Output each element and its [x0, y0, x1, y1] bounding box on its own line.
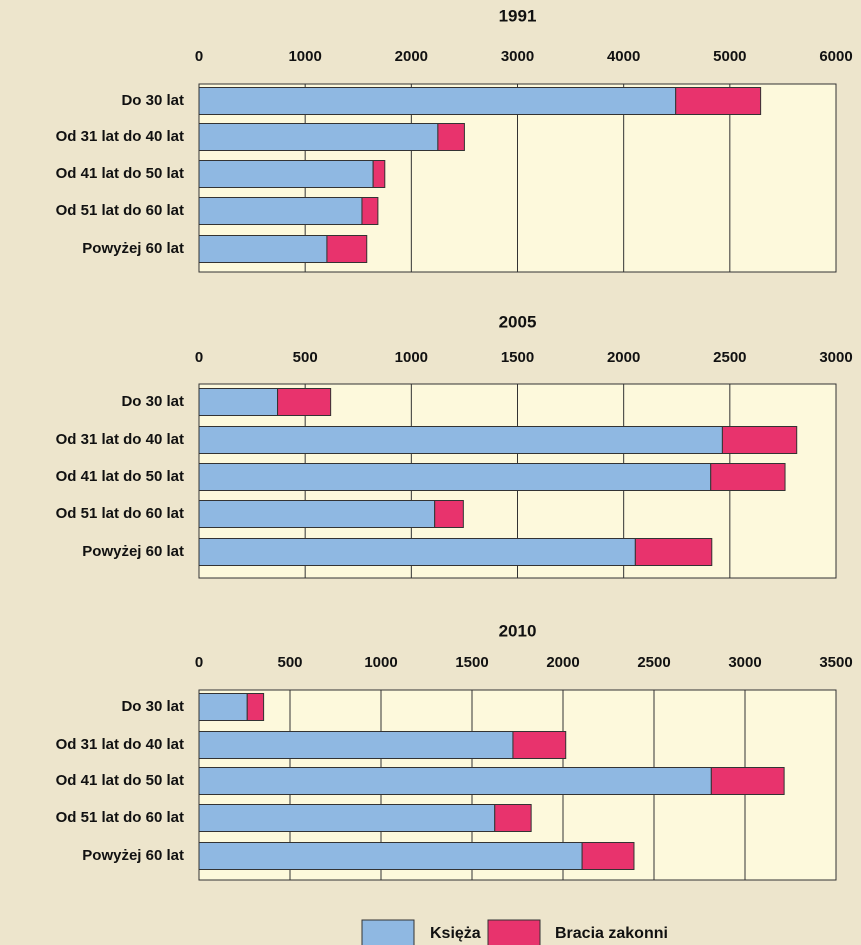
bar: [198, 731, 514, 759]
chart-title: 2005: [499, 312, 537, 331]
x-tick-label: 2000: [395, 48, 428, 65]
bar: [434, 500, 464, 528]
x-tick-label: 5000: [713, 48, 746, 65]
x-tick-label: 3000: [501, 48, 534, 65]
bar: [198, 538, 636, 566]
chart-title: 2010: [499, 621, 537, 640]
x-tick-label: 1500: [455, 654, 488, 671]
bar: [198, 767, 712, 795]
chart-title: 1991: [499, 6, 537, 25]
x-tick-label: 2000: [607, 349, 640, 366]
x-tick-label: 0: [195, 48, 203, 65]
bar: [721, 426, 798, 454]
y-tick-label: Od 31 lat do 40 lat: [56, 128, 184, 145]
bar: [277, 388, 332, 416]
bar: [198, 426, 723, 454]
x-tick-label: 2500: [637, 654, 670, 671]
bar: [634, 538, 713, 566]
x-tick-label: 1000: [364, 654, 397, 671]
y-tick-label: Powyżej 60 lat: [82, 240, 184, 257]
bar: [361, 197, 379, 225]
x-tick-label: 0: [195, 654, 203, 671]
bar: [494, 804, 532, 832]
x-tick-label: 3000: [728, 654, 761, 671]
x-tick-label: 4000: [607, 48, 640, 65]
y-tick-label: Od 41 lat do 50 lat: [56, 165, 184, 182]
bar: [710, 767, 785, 795]
bar: [437, 123, 465, 151]
bar: [512, 731, 567, 759]
x-tick-label: 1000: [288, 48, 321, 65]
legend-swatch: [361, 919, 415, 945]
x-tick-label: 3500: [819, 654, 852, 671]
y-tick-label: Od 51 lat do 60 lat: [56, 505, 184, 522]
y-tick-label: Od 51 lat do 60 lat: [56, 202, 184, 219]
y-tick-label: Od 31 lat do 40 lat: [56, 431, 184, 448]
legend-swatch: [487, 919, 541, 945]
x-tick-label: 3000: [819, 349, 852, 366]
y-tick-label: Powyżej 60 lat: [82, 543, 184, 560]
bar: [581, 842, 635, 870]
bar: [326, 235, 368, 263]
bar: [198, 500, 436, 528]
bar: [372, 160, 386, 188]
bar: [246, 693, 265, 721]
bar: [198, 463, 712, 491]
x-tick-label: 500: [277, 654, 302, 671]
x-tick-label: 6000: [819, 48, 852, 65]
y-tick-label: Od 41 lat do 50 lat: [56, 468, 184, 485]
bar: [198, 123, 439, 151]
bar: [198, 197, 363, 225]
legend-label: Bracia zakonni: [555, 925, 668, 942]
bar: [198, 842, 583, 870]
y-tick-label: Powyżej 60 lat: [82, 847, 184, 864]
x-tick-label: 500: [293, 349, 318, 366]
x-tick-label: 1500: [501, 349, 534, 366]
y-tick-label: Od 41 lat do 50 lat: [56, 772, 184, 789]
y-tick-label: Do 30 lat: [121, 92, 184, 109]
y-tick-label: Od 51 lat do 60 lat: [56, 809, 184, 826]
x-tick-label: 2000: [546, 654, 579, 671]
x-tick-label: 0: [195, 349, 203, 366]
bar: [710, 463, 786, 491]
x-tick-label: 2500: [713, 349, 746, 366]
x-tick-label: 1000: [395, 349, 428, 366]
y-tick-label: Do 30 lat: [121, 393, 184, 410]
bar: [198, 87, 677, 115]
bar: [198, 804, 496, 832]
y-tick-label: Do 30 lat: [121, 698, 184, 715]
legend-label: Księża: [430, 925, 481, 942]
bar: [675, 87, 762, 115]
bar: [198, 235, 328, 263]
bar: [198, 388, 279, 416]
bar: [198, 160, 374, 188]
bar: [198, 693, 248, 721]
y-tick-label: Od 31 lat do 40 lat: [56, 736, 184, 753]
